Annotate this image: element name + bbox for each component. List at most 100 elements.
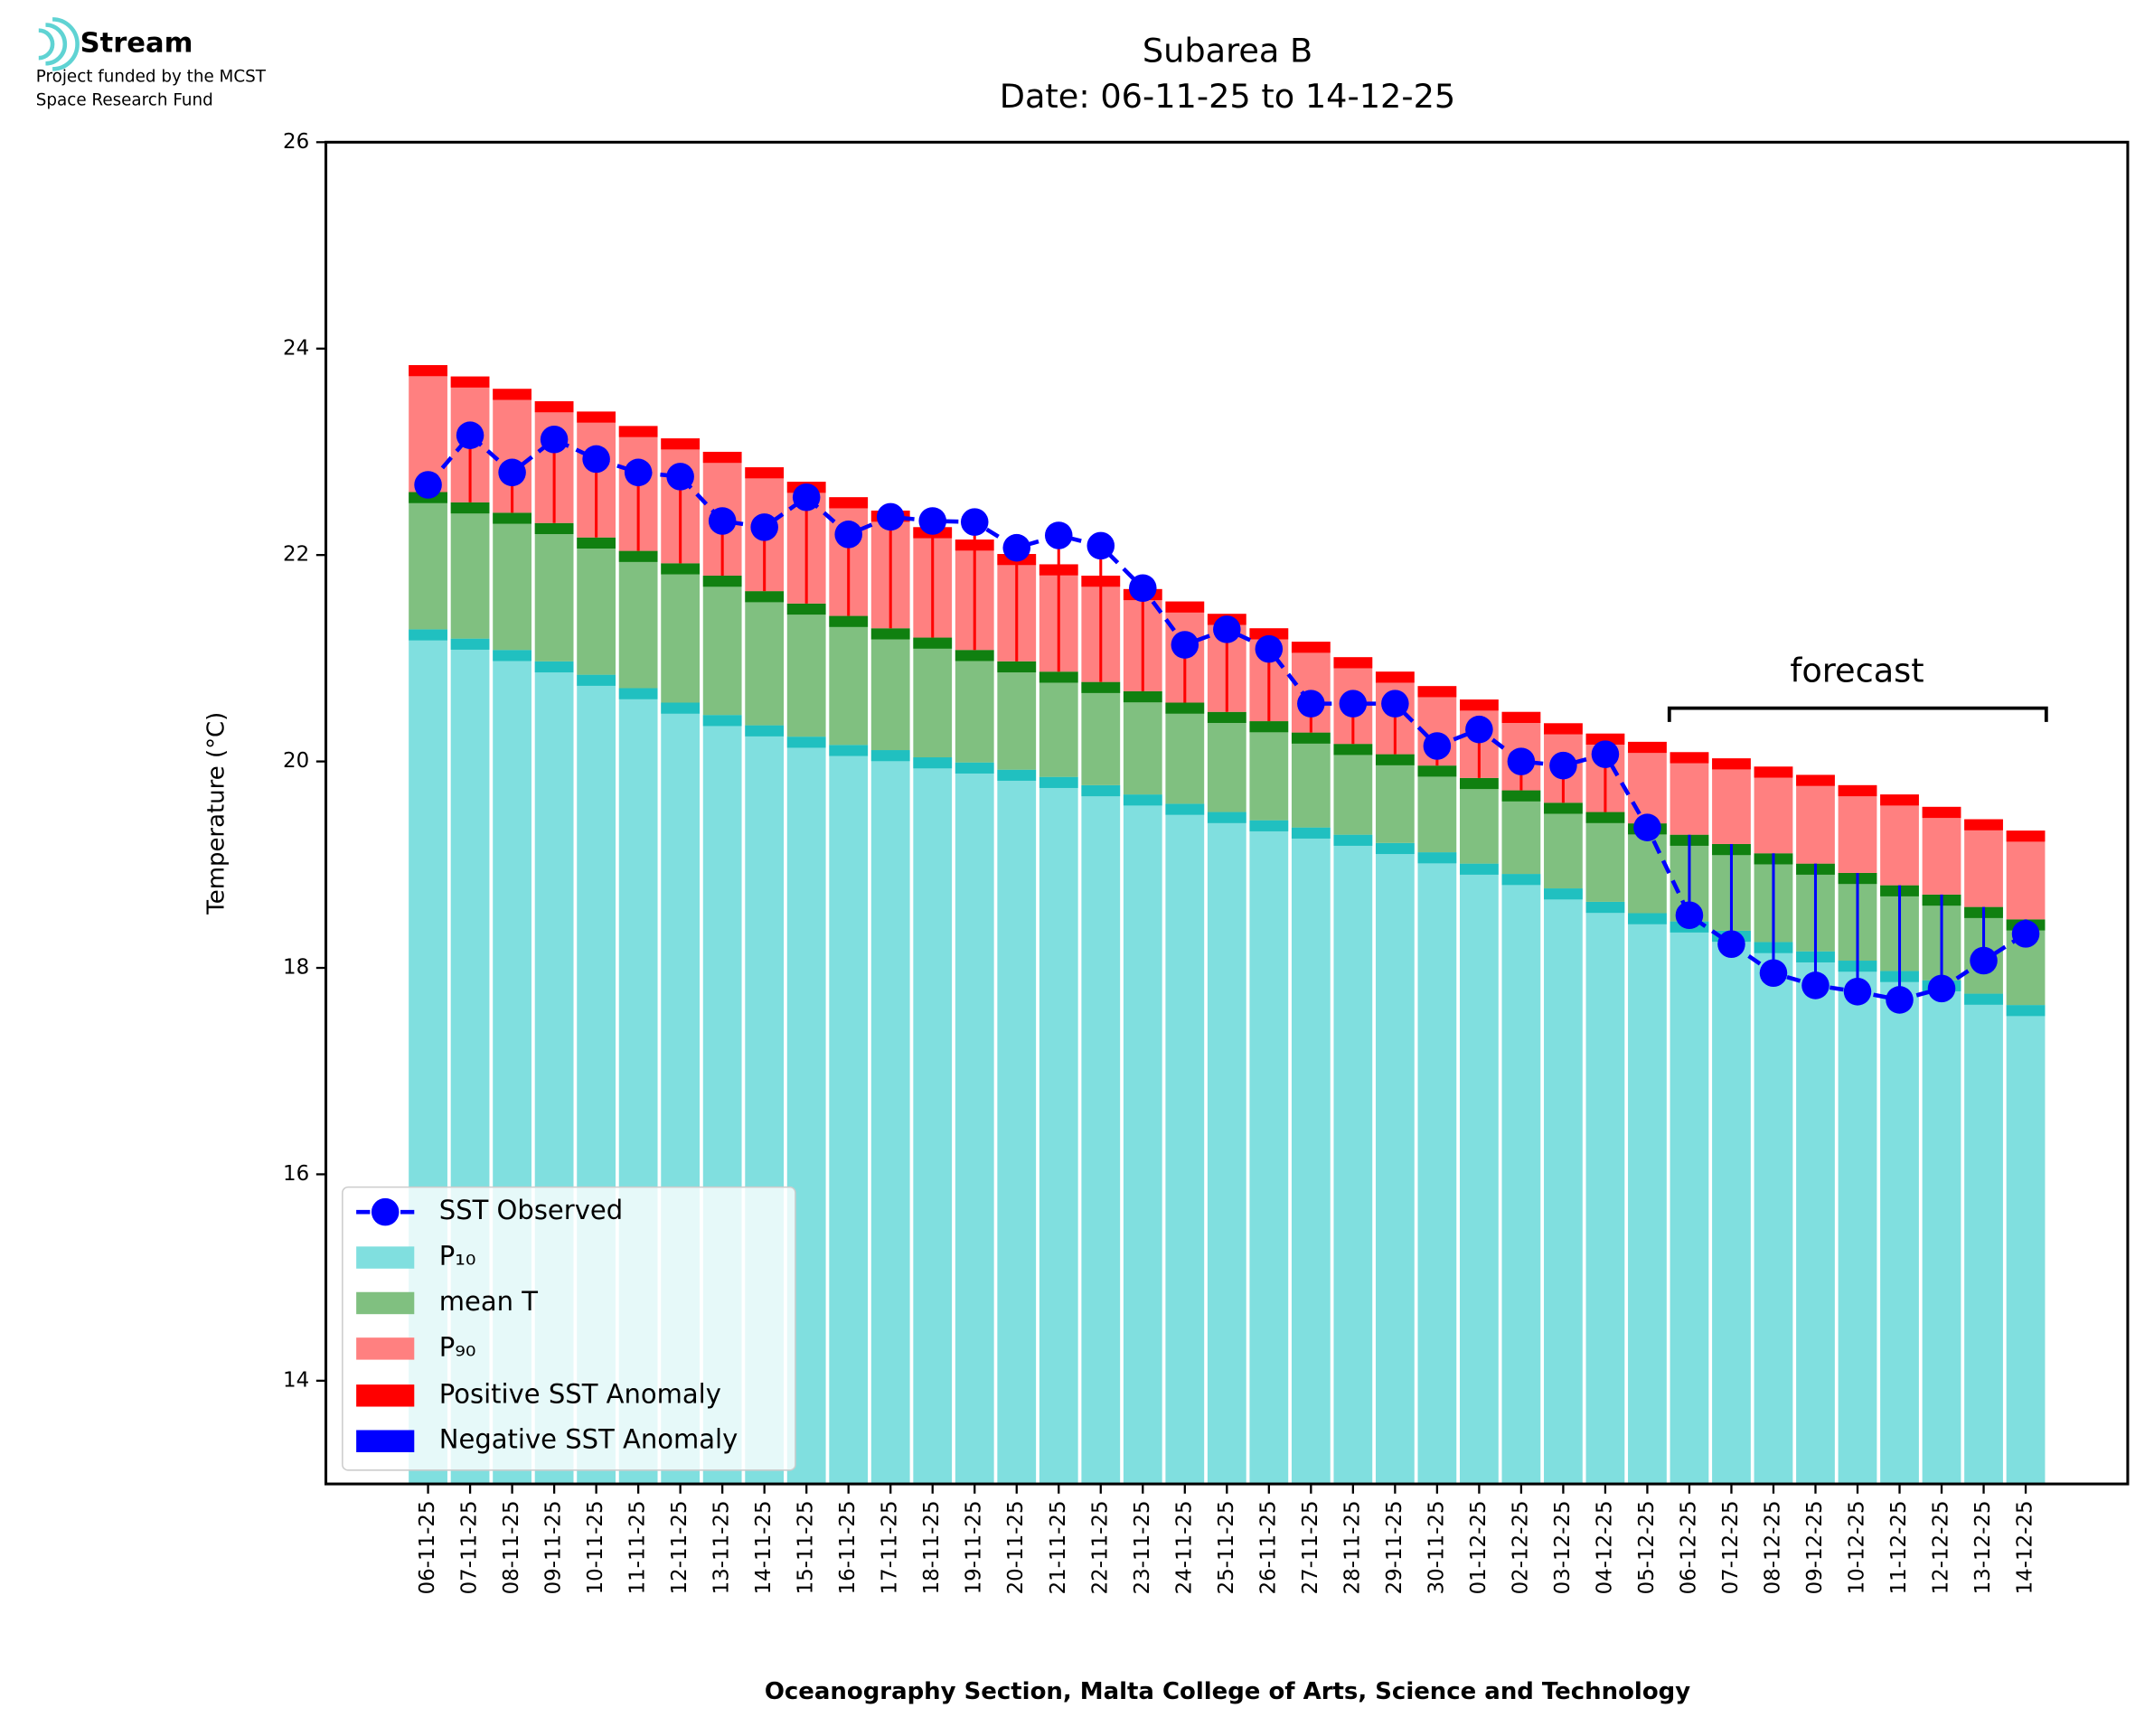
forecast-bracket: forecast	[1667, 651, 2048, 722]
observed-point	[1633, 813, 1661, 841]
bar-cap	[409, 629, 447, 641]
bar	[450, 502, 490, 639]
bar-cap	[1922, 806, 1961, 819]
bar-cap	[1081, 681, 1121, 693]
bar-cap	[409, 365, 447, 377]
bar-cap	[1585, 812, 1625, 823]
y-tick-label: 16	[283, 1162, 309, 1186]
bar-cap	[1628, 913, 1667, 924]
legend-label: P₁₀	[439, 1241, 476, 1272]
bar	[1249, 721, 1289, 821]
bar-cap	[1333, 834, 1373, 846]
legend-swatch	[356, 1430, 415, 1452]
plot-frame	[325, 140, 2130, 1486]
bar-cap	[829, 497, 869, 509]
bar	[1922, 806, 1961, 895]
bar-cap	[1039, 671, 1078, 683]
x-tick-label: 19-11-25	[963, 1500, 986, 1594]
x-tick-label: 28-11-25	[1340, 1500, 1364, 1594]
observed-point	[1002, 533, 1031, 562]
bar	[1123, 690, 1162, 795]
bar	[1712, 930, 1751, 1485]
x-tick-label: 02-12-25	[1509, 1500, 1532, 1594]
observed-point	[1843, 978, 1872, 1006]
bar	[1501, 790, 1541, 875]
observed-point	[960, 508, 989, 536]
bar-cap	[1081, 784, 1121, 797]
observed-point	[708, 507, 737, 535]
observed-point	[1297, 690, 1325, 718]
bar-cap	[493, 512, 531, 524]
observed-point	[1717, 930, 1745, 959]
x-tick-label: 06-12-25	[1677, 1500, 1700, 1594]
x-tick-label: 20-11-25	[1004, 1500, 1028, 1594]
bar	[618, 550, 658, 689]
bar	[1249, 820, 1289, 1485]
x-tick-label: 22-11-25	[1088, 1500, 1112, 1594]
bar-cap	[1544, 888, 1583, 900]
observed-point	[834, 521, 862, 549]
bar-cap	[1333, 657, 1373, 669]
bar-cap	[1501, 790, 1541, 802]
x-tick-label: 09-11-25	[542, 1500, 566, 1594]
bar	[913, 637, 953, 758]
y-tick-label: 24	[283, 336, 309, 360]
bar-cap	[745, 725, 785, 737]
bar-cap	[1291, 827, 1331, 839]
bar	[1754, 766, 1793, 854]
bar	[1165, 702, 1205, 804]
bar-cap	[618, 550, 658, 562]
bar-cap	[829, 745, 869, 756]
observed-point	[624, 458, 653, 487]
bar-cap	[2006, 830, 2046, 842]
bar	[2006, 1005, 2046, 1485]
observed-point	[498, 458, 526, 487]
bar	[1796, 951, 1835, 1485]
logo-line: Space Research Fund	[36, 91, 213, 110]
bar	[1417, 765, 1457, 853]
observed-point	[1549, 751, 1577, 780]
bar-cap	[1754, 766, 1793, 778]
bar-cap	[1417, 765, 1457, 777]
bar-cap	[1501, 711, 1541, 723]
bar-cap	[1796, 774, 1835, 786]
bar-cap	[1249, 721, 1289, 733]
bar	[493, 512, 531, 651]
observed-point	[2011, 920, 2040, 948]
observed-point	[1801, 971, 1829, 999]
observed-point	[1086, 531, 1115, 560]
observed-point	[1507, 747, 1536, 775]
bar-cap	[1375, 671, 1415, 683]
observed-point	[918, 507, 946, 535]
x-tick-label: 05-12-25	[1635, 1500, 1659, 1594]
bar	[1417, 852, 1457, 1485]
bar	[1460, 863, 1499, 1485]
bar-cap	[577, 674, 616, 686]
bar-cap	[1628, 741, 1667, 754]
bar	[1670, 752, 1709, 835]
bar	[1628, 913, 1667, 1485]
bar-cap	[1417, 852, 1457, 864]
bar	[1333, 834, 1373, 1485]
bar	[1039, 776, 1078, 1485]
bar	[955, 650, 994, 763]
bar-cap	[1207, 812, 1246, 823]
legend-label: mean T	[439, 1286, 539, 1317]
observed-point	[456, 421, 484, 449]
x-tick-label: 16-11-25	[836, 1500, 860, 1594]
legend-swatch	[356, 1384, 415, 1407]
observed-point	[1129, 574, 1157, 603]
bar	[2006, 830, 2046, 920]
bar	[1123, 794, 1162, 1485]
y-tick-label: 20	[283, 749, 309, 773]
y-tick-label: 14	[283, 1368, 309, 1392]
x-tick-label: 11-12-25	[1887, 1500, 1911, 1594]
x-tick-label: 08-11-25	[500, 1500, 523, 1594]
bar-cap	[1249, 820, 1289, 831]
legend-marker	[371, 1197, 400, 1226]
bar-cap	[1460, 863, 1499, 875]
bar-cap	[997, 769, 1037, 781]
bar	[1964, 993, 2003, 1485]
bar-cap	[577, 411, 616, 423]
bar-cap	[450, 502, 490, 514]
